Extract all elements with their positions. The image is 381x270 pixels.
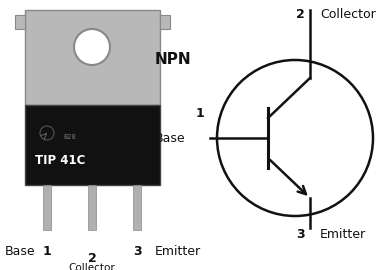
Text: 2: 2 — [88, 252, 96, 265]
Text: 3: 3 — [133, 245, 141, 258]
Text: Base: Base — [154, 131, 185, 144]
Text: 1: 1 — [43, 245, 51, 258]
Bar — [43, 185, 51, 230]
Text: TIP 41C: TIP 41C — [35, 154, 85, 167]
Circle shape — [217, 60, 373, 216]
Text: Emitter: Emitter — [320, 228, 366, 241]
Text: 2: 2 — [296, 8, 305, 21]
Bar — [25, 105, 160, 185]
Text: 3: 3 — [296, 228, 305, 241]
Text: Emitter: Emitter — [155, 245, 201, 258]
Bar — [160, 15, 170, 29]
Bar — [88, 185, 96, 230]
Bar — [25, 10, 160, 105]
Circle shape — [74, 29, 110, 65]
Text: Collector: Collector — [320, 8, 376, 21]
Bar — [133, 185, 141, 230]
Text: Collector: Collector — [69, 263, 115, 270]
Text: Base: Base — [5, 245, 36, 258]
Bar — [15, 15, 25, 29]
Text: NPN: NPN — [155, 52, 192, 67]
Text: 1: 1 — [195, 107, 204, 120]
Text: B28: B28 — [63, 134, 76, 140]
